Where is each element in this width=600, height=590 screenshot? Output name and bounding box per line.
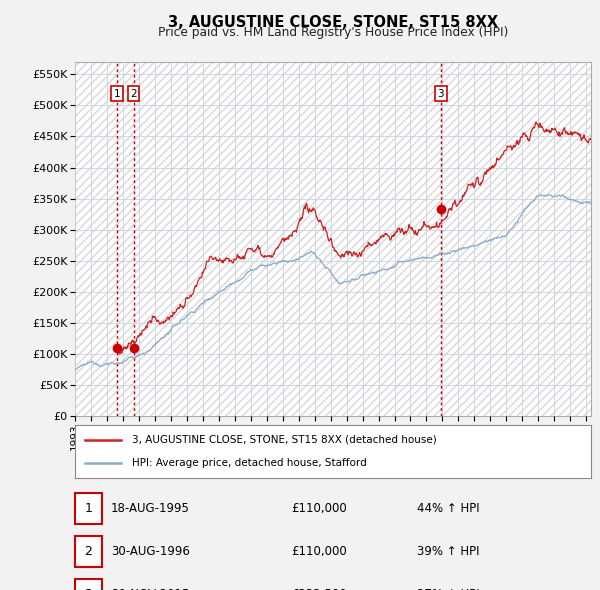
Text: £332,500: £332,500 — [291, 588, 347, 590]
Text: 2: 2 — [130, 89, 137, 99]
Text: 20-NOV-2015: 20-NOV-2015 — [111, 588, 190, 590]
Text: 2: 2 — [85, 545, 92, 558]
Text: 1: 1 — [85, 502, 92, 515]
Text: 27% ↑ HPI: 27% ↑ HPI — [417, 588, 479, 590]
Text: 3: 3 — [85, 588, 92, 590]
Text: 1: 1 — [113, 89, 120, 99]
Text: 39% ↑ HPI: 39% ↑ HPI — [417, 545, 479, 558]
Text: £110,000: £110,000 — [291, 545, 347, 558]
Text: 44% ↑ HPI: 44% ↑ HPI — [417, 502, 479, 515]
Text: 30-AUG-1996: 30-AUG-1996 — [111, 545, 190, 558]
Text: £110,000: £110,000 — [291, 502, 347, 515]
Text: 3: 3 — [437, 89, 444, 99]
Text: 3, AUGUSTINE CLOSE, STONE, ST15 8XX: 3, AUGUSTINE CLOSE, STONE, ST15 8XX — [168, 15, 498, 30]
Text: HPI: Average price, detached house, Stafford: HPI: Average price, detached house, Staf… — [132, 458, 367, 468]
Text: 18-AUG-1995: 18-AUG-1995 — [111, 502, 190, 515]
Text: 3, AUGUSTINE CLOSE, STONE, ST15 8XX (detached house): 3, AUGUSTINE CLOSE, STONE, ST15 8XX (det… — [132, 435, 437, 445]
Text: Price paid vs. HM Land Registry's House Price Index (HPI): Price paid vs. HM Land Registry's House … — [158, 26, 508, 39]
